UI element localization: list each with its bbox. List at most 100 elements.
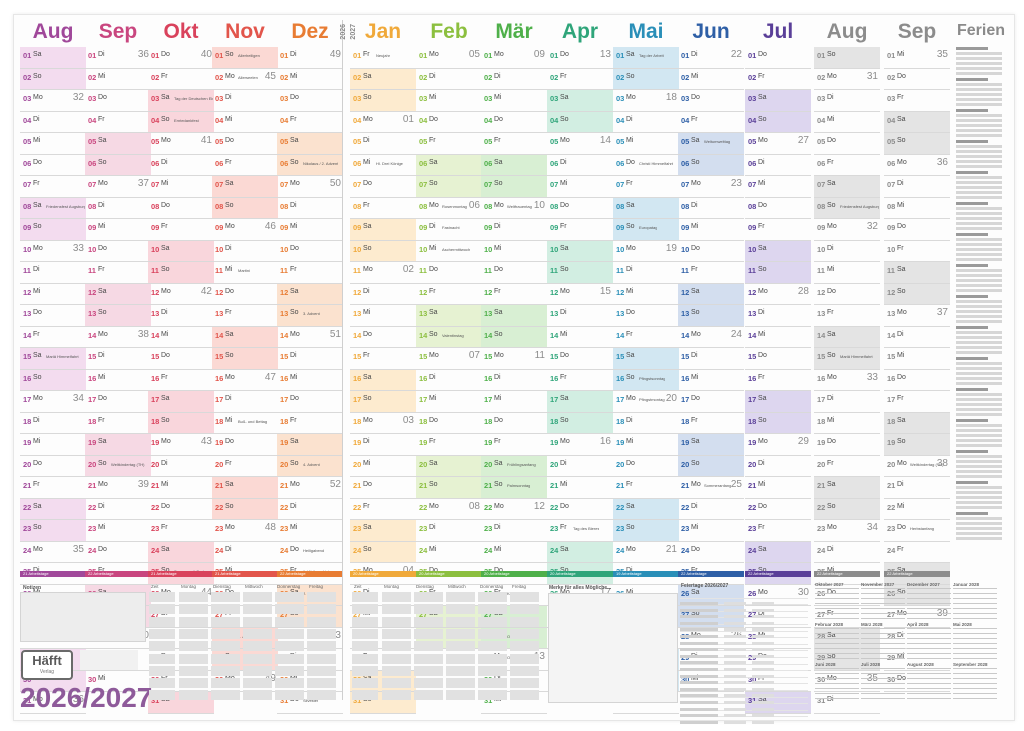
day-cell[interactable]: 05 Sa Weltumwelttag: [678, 133, 744, 155]
day-cell[interactable]: 01 Do: [745, 47, 811, 69]
stundenplan-cell[interactable]: [307, 628, 336, 639]
stundenplan-cell[interactable]: [275, 690, 304, 701]
day-cell[interactable]: 18 Mi: [814, 413, 880, 434]
day-cell[interactable]: 18 Sa: [884, 412, 950, 434]
day-cell[interactable]: 06 Fr: [212, 155, 278, 176]
stundenplan-cell[interactable]: [446, 690, 475, 701]
day-cell[interactable]: 17 Di: [814, 391, 880, 413]
day-cell[interactable]: 23 Mi: [678, 520, 744, 542]
stundenplan-cell[interactable]: [446, 665, 475, 676]
stundenplan-cell[interactable]: [382, 678, 411, 689]
day-cell[interactable]: 06 Sa: [416, 154, 482, 176]
day-cell[interactable]: 21 Mi: [745, 477, 811, 499]
day-cell[interactable]: 21 Mo Sommeranfang 25: [678, 477, 744, 499]
day-cell[interactable]: 08 So Friedensfest Augsburg: [814, 197, 880, 219]
stundenplan-cell[interactable]: [307, 678, 336, 689]
stundenplan-cell[interactable]: [414, 641, 443, 652]
day-cell[interactable]: 09 Fr: [547, 219, 613, 241]
day-cell[interactable]: 16 Fr: [547, 370, 613, 391]
day-cell[interactable]: 20 Do: [20, 456, 86, 477]
day-cell[interactable]: 09 Mi: [85, 219, 151, 241]
day-cell[interactable]: 16 Di: [481, 370, 547, 391]
day-cell[interactable]: 06 Mo 36: [884, 155, 950, 176]
day-cell[interactable]: 07 Mi: [547, 176, 613, 198]
stundenplan-cell[interactable]: [510, 628, 539, 639]
day-cell[interactable]: 22 Di: [678, 499, 744, 520]
day-cell[interactable]: 09 So: [20, 219, 86, 241]
day-cell[interactable]: 19 Mi: [20, 434, 86, 456]
day-cell[interactable]: 08 Do: [148, 198, 214, 219]
day-cell[interactable]: 24 Mi: [481, 542, 547, 563]
day-cell[interactable]: 08 Sa Friedensfest Augsburg: [20, 197, 86, 219]
stundenplan-cell[interactable]: [211, 628, 240, 639]
stundenplan-cell[interactable]: [179, 678, 208, 689]
day-cell[interactable]: 12 Do: [814, 284, 880, 305]
day-cell[interactable]: 05 Mi: [20, 133, 86, 155]
day-cell[interactable]: 05 Sa: [277, 133, 343, 155]
day-cell[interactable]: 03 Do: [678, 90, 744, 112]
day-cell[interactable]: 01 Fr Neujahr: [350, 47, 416, 69]
day-cell[interactable]: 18 So: [547, 412, 613, 434]
day-cell[interactable]: 01 Sa: [20, 47, 86, 69]
day-cell[interactable]: 22 Mo 12: [481, 499, 547, 520]
day-cell[interactable]: 14 Mi: [745, 327, 811, 348]
day-cell[interactable]: 01 Do 40: [148, 47, 214, 69]
day-cell[interactable]: 03 Mo 18: [613, 90, 679, 112]
day-cell[interactable]: 19 Mo 43: [148, 434, 214, 456]
day-cell[interactable]: 10 Mo 33: [20, 241, 86, 262]
day-cell[interactable]: 04 Mo 01: [350, 112, 416, 133]
day-cell[interactable]: 05 Do: [814, 133, 880, 155]
day-cell[interactable]: 22 Sa: [613, 498, 679, 520]
day-cell[interactable]: 15 Mo 11: [481, 348, 547, 370]
day-cell[interactable]: 08 So: [212, 197, 278, 219]
day-cell[interactable]: 09 Do: [884, 219, 950, 241]
day-cell[interactable]: 20 Di: [547, 456, 613, 477]
day-cell[interactable]: 24 Mi: [416, 542, 482, 563]
stundenplan-cell[interactable]: [179, 653, 208, 664]
day-cell[interactable]: 07 So: [481, 176, 547, 198]
day-cell[interactable]: 21 Fr: [20, 477, 86, 499]
day-cell[interactable]: 10 Sa: [547, 240, 613, 262]
day-cell[interactable]: 19 Di: [350, 434, 416, 456]
stundenplan-cell[interactable]: [307, 653, 336, 664]
stundenplan-cell[interactable]: [510, 690, 539, 701]
day-cell[interactable]: 02 Sa: [350, 68, 416, 90]
day-cell[interactable]: 13 Di: [745, 305, 811, 327]
stundenplan-cell[interactable]: [352, 604, 378, 615]
day-cell[interactable]: 06 Fr: [814, 155, 880, 176]
stundenplan-cell[interactable]: [275, 604, 304, 615]
day-cell[interactable]: 24 Do: [85, 542, 151, 563]
day-cell[interactable]: 23 Sa: [350, 520, 416, 542]
day-cell[interactable]: 18 Di: [613, 413, 679, 434]
day-cell[interactable]: 13 So: [85, 305, 151, 327]
day-cell[interactable]: 12 Sa: [277, 283, 343, 305]
stundenplan-cell[interactable]: [179, 616, 208, 627]
stundenplan-cell[interactable]: [149, 616, 175, 627]
stundenplan-cell[interactable]: [352, 616, 378, 627]
day-cell[interactable]: 21 Mi: [547, 477, 613, 499]
day-cell[interactable]: 19 Do: [212, 434, 278, 456]
day-cell[interactable]: 24 Fr: [884, 542, 950, 563]
day-cell[interactable]: 09 Di Fastnacht: [416, 219, 482, 241]
stundenplan-cell[interactable]: [211, 604, 240, 615]
stundenplan-cell[interactable]: [510, 604, 539, 615]
day-cell[interactable]: 04 Fr: [85, 112, 151, 133]
day-cell[interactable]: 11 Fr: [678, 262, 744, 284]
day-cell[interactable]: 01 So Allerheiligen: [212, 47, 278, 69]
stundenplan-cell[interactable]: [414, 616, 443, 627]
day-cell[interactable]: 21 Mo 52: [277, 477, 343, 499]
day-cell[interactable]: 07 Mo 37: [85, 176, 151, 198]
day-cell[interactable]: 03 Sa: [745, 90, 811, 112]
stundenplan-cell[interactable]: [243, 653, 272, 664]
stundenplan-cell[interactable]: [352, 678, 378, 689]
day-cell[interactable]: 15 Mo 07: [416, 348, 482, 370]
day-cell[interactable]: 21 Fr: [613, 477, 679, 499]
stundenplan-cell[interactable]: [307, 690, 336, 701]
day-cell[interactable]: 14 Mi: [148, 327, 214, 348]
day-cell[interactable]: 02 Do: [884, 69, 950, 90]
day-cell[interactable]: 03 Mi: [481, 90, 547, 112]
day-cell[interactable]: 23 Mi: [85, 520, 151, 542]
day-cell[interactable]: 01 Mi 35: [884, 47, 950, 69]
